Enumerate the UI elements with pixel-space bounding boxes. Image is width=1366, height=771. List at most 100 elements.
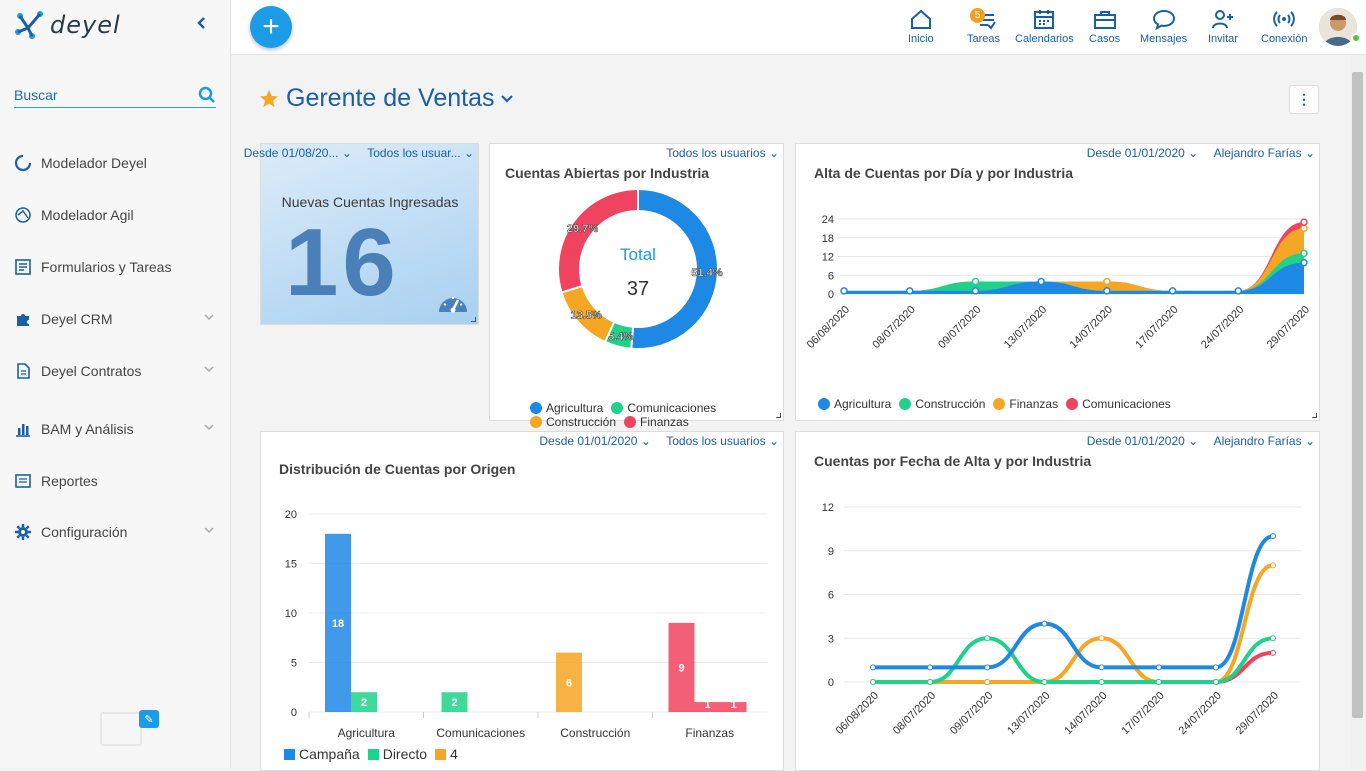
line-point	[927, 679, 934, 685]
legend-label: 4	[450, 746, 458, 762]
chevron-left-icon	[197, 17, 205, 29]
y-tick-label: 0	[828, 677, 834, 689]
nav-invitar[interactable]: Invitar	[1208, 8, 1238, 45]
y-tick-label: 3	[828, 633, 834, 645]
legend-label: Comunicaciones	[1082, 397, 1171, 411]
widget-title: Cuentas Abiertas por Industria	[505, 165, 710, 181]
resize-handle[interactable]	[776, 413, 781, 418]
page-title[interactable]: Gerente de Ventas	[286, 84, 495, 112]
area-point	[971, 277, 980, 286]
resize-handle[interactable]	[471, 317, 476, 322]
sidebar-item-label: Deyel CRM	[41, 311, 113, 327]
sidebar-item-deyel-contratos[interactable]: Deyel Contratos	[0, 356, 230, 386]
sidebar-item-modelador-deyel[interactable]: Modelador Deyel	[0, 148, 230, 178]
filter-label: Desde 01/01/2020	[539, 434, 638, 448]
nav-label: Calendarios	[1015, 33, 1074, 45]
sidebar-item-label: Modelador Agil	[41, 207, 134, 223]
sidebar-item-reportes[interactable]: Reportes	[0, 466, 230, 496]
filter-date[interactable]: Desde 01/08/20... ⌄	[243, 146, 352, 160]
chevron-down-icon	[204, 424, 214, 431]
line-point	[870, 679, 876, 685]
line-point	[870, 664, 876, 671]
sidebar-item-formularios[interactable]: Formularios y Tareas	[0, 252, 230, 282]
x-tick-label: 14/07/2020	[1062, 690, 1109, 737]
x-tick-label: 08/07/2020	[870, 304, 917, 351]
bar-label: 9	[678, 662, 684, 674]
add-button[interactable]: +	[250, 6, 292, 48]
filter-date[interactable]: Desde 01/01/2020 ⌄	[1086, 434, 1199, 448]
home-icon	[910, 9, 931, 29]
legend-item[interactable]: Directo	[367, 746, 428, 762]
sidebar-item-configuracion[interactable]: Configuración	[0, 517, 230, 547]
legend-item[interactable]: 4	[435, 746, 458, 762]
filter-label: Alejandro Farías	[1213, 146, 1302, 160]
filter-label: Desde 01/01/2020	[1086, 434, 1185, 448]
legend-item[interactable]: Finanzas	[624, 415, 689, 429]
line-series	[871, 534, 1275, 670]
user-avatar[interactable]	[1319, 8, 1357, 46]
donut-chart: Total 37 51.4% 5.4% 13.5% 29.7%	[557, 187, 723, 350]
y-tick-label: 24	[822, 214, 834, 226]
legend-item[interactable]: Comunicaciones	[611, 401, 716, 415]
bar-label: 2	[451, 697, 457, 709]
search-icon[interactable]	[198, 86, 216, 104]
y-tick-label: 5	[291, 658, 297, 670]
nav-inicio[interactable]: Inicio	[908, 8, 934, 45]
legend-item[interactable]: Comunicaciones	[1066, 397, 1171, 411]
filter-users[interactable]: Todos los usuar... ⌄	[367, 146, 474, 160]
line-point	[1098, 635, 1105, 642]
filter-users[interactable]: Todos los usuarios ⌄	[666, 146, 779, 160]
legend-label: Finanzas	[1009, 397, 1059, 411]
nav-casos[interactable]: Casos	[1089, 8, 1120, 45]
legend-item[interactable]: Construcción	[530, 415, 616, 429]
filter-label: Desde 01/01/2020	[1086, 146, 1185, 160]
sidebar-item-deyel-crm[interactable]: Deyel CRM	[0, 304, 230, 334]
sidebar-item-modelador-agil[interactable]: Modelador Agil	[0, 200, 230, 230]
legend-item[interactable]: Agricultura	[530, 401, 603, 415]
bar-widget: Desde 01/01/2020 ⌄ Todos los usuarios ⌄ …	[260, 431, 784, 771]
legend-label: Campaña	[299, 746, 360, 762]
sidebar-item-bam[interactable]: BAM y Análisis	[0, 414, 230, 444]
chevron-down-icon[interactable]	[500, 93, 514, 105]
legend-item[interactable]: Finanzas	[993, 397, 1058, 411]
x-tick-label: Agricultura	[338, 726, 396, 740]
logo-icon	[15, 11, 43, 39]
deyel-logo[interactable]: deyel	[14, 8, 121, 42]
nav-calendarios[interactable]: Calendarios	[1015, 8, 1074, 45]
logo-text: deyel	[50, 11, 121, 39]
legend-label: Agricultura	[546, 401, 604, 415]
legend-label: Agricultura	[834, 397, 892, 411]
slice-label: 5.4%	[608, 331, 633, 343]
slice-label: 51.4%	[691, 267, 722, 279]
collapse-sidebar-button[interactable]	[196, 16, 206, 35]
filter-users[interactable]: Todos los usuarios ⌄	[666, 434, 779, 448]
scrollbar-thumb[interactable]	[1352, 72, 1363, 718]
edit-icon[interactable]: ✎	[139, 710, 159, 728]
x-tick-label: 09/07/2020	[948, 690, 995, 737]
nav-tareas[interactable]: 5 Tareas	[967, 8, 1000, 45]
legend-label: Directo	[382, 746, 428, 762]
filter-date[interactable]: Desde 01/01/2020 ⌄	[539, 434, 651, 448]
plus-icon: +	[262, 10, 280, 43]
nav-label: Invitar	[1208, 33, 1238, 45]
legend-item[interactable]: Agricultura	[818, 397, 891, 411]
tasks-badge: 5	[970, 8, 985, 23]
legend-item[interactable]: Campaña	[284, 746, 360, 762]
filter-user[interactable]: Alejandro Farías ⌄	[1213, 434, 1315, 448]
filter-label: Todos los usuar...	[367, 146, 461, 160]
nav-mensajes[interactable]: Mensajes	[1140, 8, 1187, 45]
filter-date[interactable]: Desde 01/01/2020 ⌄	[1086, 146, 1199, 160]
legend-item[interactable]: Construcción	[899, 397, 985, 411]
nav-label: Conexión	[1261, 33, 1308, 45]
nav-conexion[interactable]: Conexión	[1261, 8, 1307, 45]
briefcase-icon	[1093, 11, 1116, 29]
star-icon[interactable]	[259, 89, 279, 109]
line-point	[1155, 664, 1162, 671]
resize-handle[interactable]	[1312, 413, 1317, 418]
filter-user[interactable]: Alejandro Farías ⌄	[1213, 146, 1315, 160]
more-options-button[interactable]: ⋮	[1289, 85, 1319, 114]
area-series	[844, 253, 1304, 294]
bar	[556, 652, 582, 712]
sidebar-item-label: Deyel Contratos	[41, 363, 142, 379]
search-input[interactable]	[14, 86, 198, 103]
